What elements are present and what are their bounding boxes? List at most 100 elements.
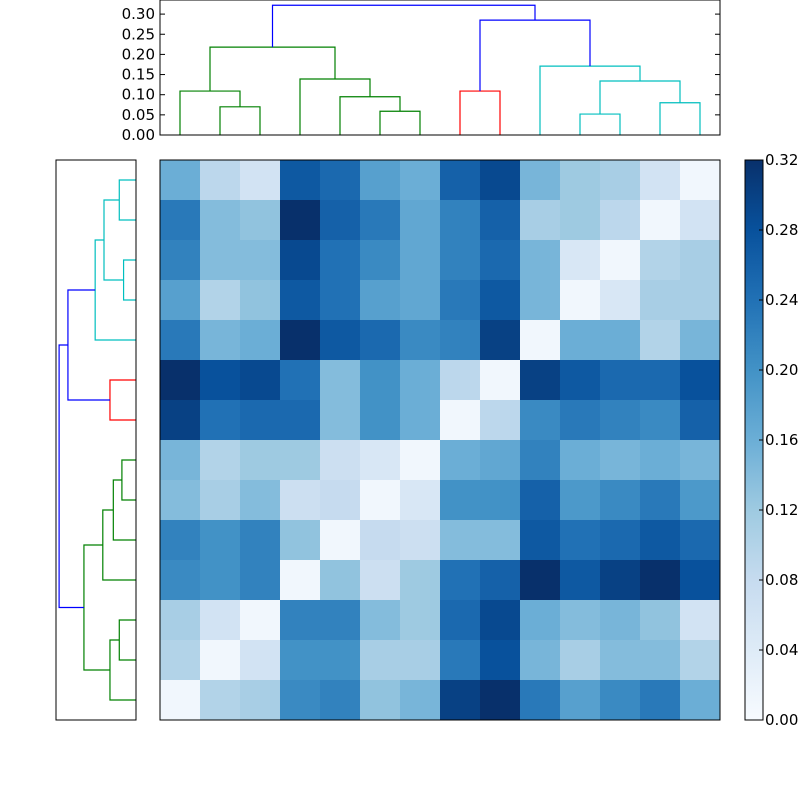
heatmap-cell <box>360 400 401 441</box>
heatmap-cell <box>360 200 401 241</box>
heatmap-cell <box>440 600 481 641</box>
heatmap-cell <box>520 240 561 281</box>
heatmap-cell <box>240 240 281 281</box>
top-dendrogram-link <box>271 4 536 48</box>
heatmap-cell <box>360 600 401 641</box>
heatmap-cell <box>680 320 721 361</box>
heatmap-cell <box>200 320 241 361</box>
heatmap-cell <box>320 400 361 441</box>
heatmap-cell <box>680 600 721 641</box>
heatmap-cell <box>680 480 721 521</box>
heatmap-cell <box>440 520 481 561</box>
heatmap-cell <box>560 640 601 681</box>
heatmap-cell <box>560 400 601 441</box>
heatmap-cell <box>400 280 441 321</box>
heatmap-cell <box>520 600 561 641</box>
heatmap-cell <box>160 160 201 201</box>
heatmap-cell <box>360 560 401 601</box>
left-dendrogram-link <box>58 344 84 609</box>
left-dendrogram-link <box>94 239 136 341</box>
heatmap-cell <box>400 680 441 721</box>
heatmap-cell <box>520 160 561 201</box>
heatmap-cell <box>480 400 521 441</box>
heatmap-cell <box>520 640 561 681</box>
heatmap-cell <box>560 560 601 601</box>
top-dendrogram-link <box>539 65 641 135</box>
heatmap-cell <box>640 320 681 361</box>
heatmap-cell <box>520 200 561 241</box>
heatmap-cell <box>200 160 241 201</box>
heatmap-cell <box>600 160 641 201</box>
heatmap-cell <box>560 320 601 361</box>
heatmap-cell <box>200 360 241 401</box>
heatmap-cell <box>520 480 561 521</box>
heatmap-cell <box>320 240 361 281</box>
heatmap-cell <box>680 240 721 281</box>
left-dendrogram-link <box>118 179 136 221</box>
top-dendrogram-tick-label: 0.00 <box>122 126 155 144</box>
heatmap-cell <box>160 400 201 441</box>
heatmap-cell <box>240 400 281 441</box>
heatmap-cell <box>680 640 721 681</box>
heatmap-cell <box>400 160 441 201</box>
heatmap-cell <box>640 440 681 481</box>
heatmap-cell <box>680 560 721 601</box>
heatmap-cell <box>600 240 641 281</box>
heatmap-cell <box>560 280 601 321</box>
heatmap-cell <box>280 480 321 521</box>
heatmap-cell <box>280 320 321 361</box>
heatmap-cell <box>400 400 441 441</box>
colorbar-tick-label: 0.28 <box>765 221 798 239</box>
heatmap-cell <box>480 160 521 201</box>
heatmap-cell <box>400 640 441 681</box>
heatmap-cell <box>320 280 361 321</box>
heatmap-cell <box>280 160 321 201</box>
heatmap-cell <box>520 280 561 321</box>
top-dendrogram-tick-label: 0.05 <box>122 106 155 124</box>
heatmap-cell <box>160 360 201 401</box>
heatmap-cell <box>600 400 641 441</box>
heatmap-cell <box>480 280 521 321</box>
top-dendrogram-link <box>379 110 421 135</box>
heatmap-cell <box>400 360 441 401</box>
heatmap-cell <box>200 680 241 721</box>
heatmap-cell <box>200 520 241 561</box>
heatmap-cell <box>640 360 681 401</box>
heatmap-cell <box>280 560 321 601</box>
heatmap-cell <box>400 200 441 241</box>
heatmap-cell <box>680 400 721 441</box>
heatmap-cell <box>320 360 361 401</box>
heatmap-cell <box>360 640 401 681</box>
heatmap-cell <box>360 160 401 201</box>
heatmap-cell <box>560 600 601 641</box>
top-dendrogram-frame <box>159 0 721 136</box>
colorbar-gradient <box>745 160 763 720</box>
heatmap-cell <box>400 320 441 361</box>
heatmap-cell <box>280 640 321 681</box>
heatmap-cell <box>680 280 721 321</box>
heatmap-cell <box>440 200 481 241</box>
heatmap-cell <box>320 680 361 721</box>
heatmap-cell <box>200 600 241 641</box>
heatmap-cell <box>160 320 201 361</box>
heatmap-cell <box>560 440 601 481</box>
heatmap-cell <box>520 520 561 561</box>
heatmap-cell <box>200 400 241 441</box>
left-dendrogram <box>55 159 137 721</box>
heatmap-cell <box>640 240 681 281</box>
heatmap-cell <box>680 360 721 401</box>
heatmap-cell <box>320 320 361 361</box>
heatmap-cell <box>600 520 641 561</box>
heatmap-cell <box>280 600 321 641</box>
heatmap-cell <box>440 440 481 481</box>
heatmap-cell <box>360 360 401 401</box>
heatmap-cell <box>200 200 241 241</box>
colorbar-tick-label: 0.32 <box>765 151 798 169</box>
heatmap-cell <box>320 600 361 641</box>
heatmap-cell <box>240 200 281 241</box>
heatmap-cell <box>480 560 521 601</box>
colorbar-tick-label: 0.08 <box>765 571 798 589</box>
heatmap-cell <box>360 680 401 721</box>
heatmap-cell <box>440 480 481 521</box>
heatmap-cell <box>240 640 281 681</box>
